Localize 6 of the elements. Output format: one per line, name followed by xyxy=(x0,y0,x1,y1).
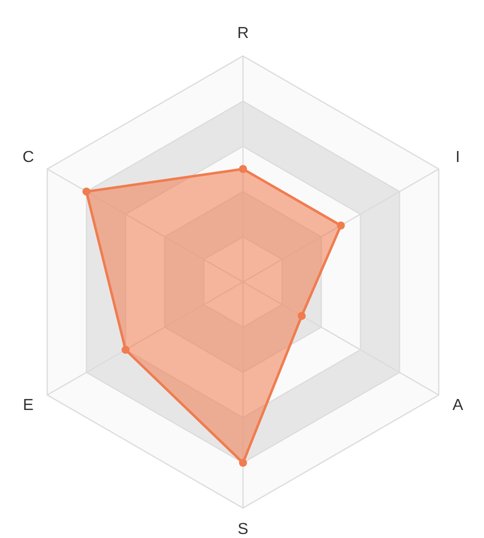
spoke-label: A xyxy=(452,397,464,414)
spoke-label: R xyxy=(237,25,249,42)
spoke-label: S xyxy=(238,521,248,538)
spoke-label: E xyxy=(22,397,34,414)
spoke-label: C xyxy=(22,149,34,166)
spoke-label: I xyxy=(456,149,460,166)
